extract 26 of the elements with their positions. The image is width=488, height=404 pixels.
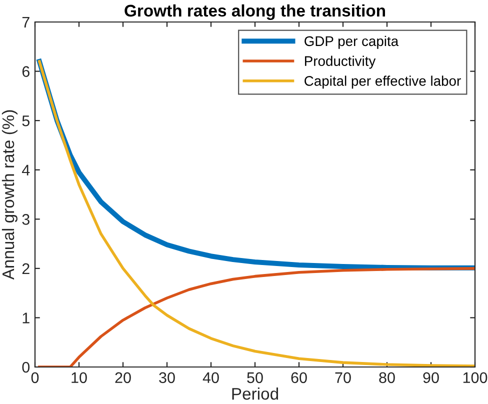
y-tick-label: 0 xyxy=(22,362,30,373)
x-tick-label: 50 xyxy=(247,372,263,384)
y-tick-label: 3 xyxy=(22,214,30,225)
x-tick-label: 70 xyxy=(335,372,351,384)
y-tick-label: 2 xyxy=(22,263,30,274)
x-tick-label: 100 xyxy=(463,372,488,384)
y-tick-label: 4 xyxy=(22,164,30,176)
x-tick-label: 40 xyxy=(202,372,219,384)
legend-label: Productivity xyxy=(305,56,376,69)
chart-title: Growth rates along the transition xyxy=(124,4,386,20)
x-tick-label: 30 xyxy=(159,372,175,384)
x-tick-label: 10 xyxy=(72,372,87,384)
legend-label: GDP per capita xyxy=(304,36,399,49)
legend-label: Capital per effective labor xyxy=(304,76,461,89)
y-axis-title: Annual growth rate (%) xyxy=(2,110,18,280)
x-tick-label: 90 xyxy=(423,372,439,384)
x-axis-title: Period xyxy=(232,387,278,400)
x-tick-label: 20 xyxy=(115,372,131,384)
y-tick-label: 6 xyxy=(22,66,30,77)
x-tick-label: 60 xyxy=(291,372,307,384)
y-tick-label: 7 xyxy=(22,17,30,28)
y-tick-label: 1 xyxy=(22,312,30,324)
line-series xyxy=(38,267,475,367)
y-tick-label: 5 xyxy=(22,116,30,126)
x-tick-label: 80 xyxy=(379,372,395,384)
x-tick-label: 0 xyxy=(31,372,39,384)
